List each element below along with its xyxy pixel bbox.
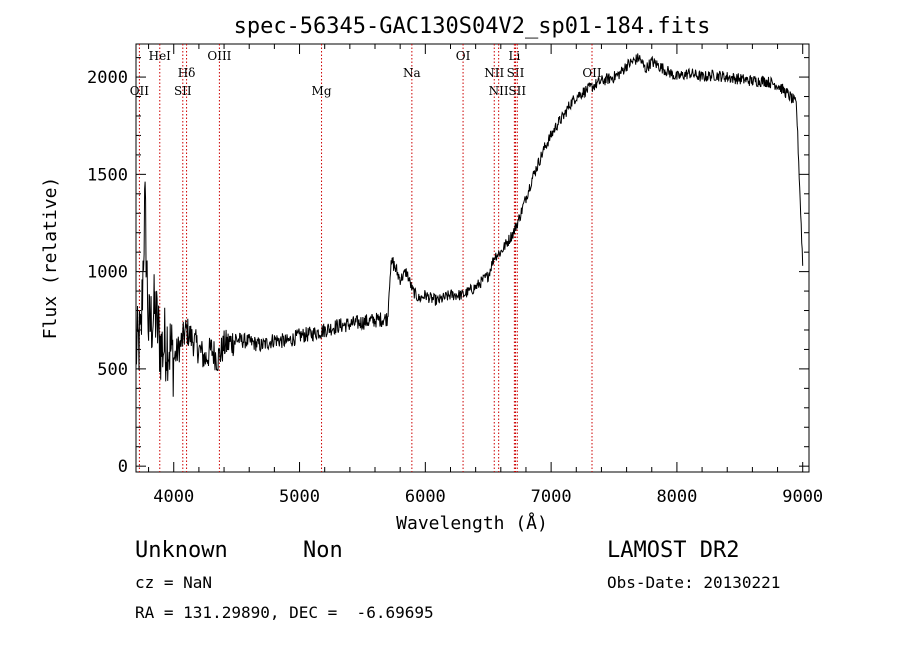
- obs-date: Obs-Date: 20130221: [607, 573, 781, 592]
- object-class: Unknown: [135, 538, 228, 563]
- y-axis-label: Flux (relative): [40, 177, 61, 340]
- y-tick-label: 500: [97, 360, 128, 380]
- spectral-line-label: HeI: [149, 49, 172, 63]
- spectral-line-label: OII: [130, 84, 150, 98]
- spectral-line-label: Li: [508, 49, 520, 63]
- chart-title: spec-56345-GAC130S04V2_sp01-184.fits: [234, 14, 711, 39]
- spectrum-line: [135, 53, 804, 397]
- spectral-line-label: NII: [484, 66, 504, 80]
- survey-name: LAMOST DR2: [607, 538, 740, 563]
- plot-frame: [135, 43, 810, 473]
- spectral-line-label: OI: [456, 49, 471, 63]
- spectral-line-label: SII: [508, 84, 526, 98]
- coordinates: RA = 131.29890, DEC = -6.69695: [135, 603, 434, 622]
- y-tick-label: 1000: [87, 263, 128, 283]
- y-axis-label-group: Flux (relative): [40, 177, 61, 340]
- x-tick-label: 8000: [656, 487, 697, 507]
- y-ticks: 0 500 1000 1500 2000: [87, 57, 809, 477]
- spectral-line-label: NII: [489, 84, 509, 98]
- spectral-line-label: OIII: [207, 49, 231, 63]
- y-tick-label: 2000: [87, 68, 128, 88]
- y-tick-label: 1500: [87, 165, 128, 185]
- line-markers: OII HeI Hδ SII OIII Mg Na OI NII NII Li SII SII OII: [130, 44, 602, 472]
- x-tick-label: 4000: [153, 487, 194, 507]
- spectral-line-label: SII: [507, 66, 525, 80]
- spectral-line-label: Mg: [312, 84, 332, 98]
- x-tick-label: 9000: [782, 487, 823, 507]
- redshift-cz: cz = NaN: [135, 573, 213, 592]
- spectral-line-label: Hδ: [178, 66, 196, 80]
- y-tick-label: 0: [118, 457, 128, 477]
- x-axis-label: Wavelength (Å): [396, 512, 548, 534]
- x-tick-label: 5000: [279, 487, 320, 507]
- x-ticks: 4000 5000 6000 7000 8000 9000: [148, 44, 823, 507]
- spectral-line-label: OII: [582, 66, 602, 80]
- spectral-line-label: SII: [174, 84, 192, 98]
- x-tick-label: 7000: [531, 487, 572, 507]
- x-tick-label: 6000: [405, 487, 446, 507]
- object-subclass: Non: [303, 538, 343, 563]
- spectral-line-label: Na: [403, 66, 421, 80]
